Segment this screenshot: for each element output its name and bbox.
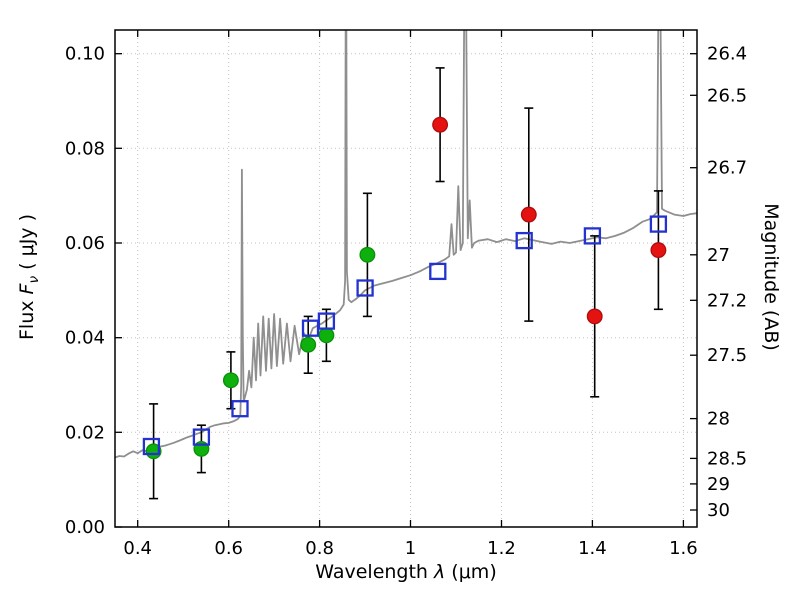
y-right-tick-label: 26.5 bbox=[707, 85, 747, 106]
model-photometry-point bbox=[356, 279, 374, 297]
y-right-tick-label: 30 bbox=[707, 500, 730, 521]
x-tick-label: 1.2 bbox=[487, 538, 516, 559]
x-tick-label: 1 bbox=[405, 538, 416, 559]
observed-photometry-infrared-markers bbox=[432, 116, 667, 325]
observed-photometry-optical-point bbox=[300, 336, 317, 353]
observed-photometry-optical-point bbox=[318, 327, 335, 344]
y-axis-label-left: Flux Fν ( μJy ) bbox=[16, 214, 42, 340]
x-axis-label-text: Wavelength bbox=[315, 561, 435, 583]
model-photometry-point bbox=[429, 262, 447, 281]
observed-photometry-optical-point bbox=[359, 246, 376, 263]
y-left-tick-label: 0.00 bbox=[65, 517, 105, 538]
flux-label-text: Flux bbox=[16, 294, 39, 341]
x-tick-label: 1.4 bbox=[578, 538, 607, 559]
observed-photometry-infrared-point bbox=[432, 116, 449, 133]
model-photometry-point bbox=[142, 437, 161, 456]
magnitude-label-text: Magnitude (AB) bbox=[760, 203, 782, 351]
y-right-tick-label: 28.5 bbox=[707, 448, 747, 469]
y-left-tick-label: 0.06 bbox=[65, 233, 105, 254]
observed-photometry-optical-point bbox=[222, 372, 239, 389]
y-left-tick-label: 0.08 bbox=[65, 138, 105, 159]
gridlines bbox=[115, 30, 697, 528]
model-photometry-markers bbox=[142, 215, 668, 456]
y-right-tick-label: 26.4 bbox=[707, 44, 747, 65]
x-axis-unit: (μm) bbox=[445, 561, 497, 583]
y-right-tick-label: 27.2 bbox=[707, 290, 747, 311]
x-tick-label: 0.4 bbox=[123, 538, 152, 559]
plot-frame bbox=[114, 29, 698, 528]
model-photometry-point bbox=[649, 215, 668, 233]
y-right-tick-label: 26.7 bbox=[707, 158, 747, 179]
x-tick-label: 0.6 bbox=[214, 538, 243, 559]
y-right-tick-label: 29 bbox=[707, 474, 730, 495]
model-photometry-point bbox=[192, 428, 211, 446]
axis-ticks bbox=[115, 30, 697, 528]
y-left-tick-label: 0.10 bbox=[65, 44, 105, 65]
flux-unit: ( μJy ) bbox=[16, 213, 39, 276]
lambda-symbol: λ bbox=[434, 561, 446, 583]
flux-symbol: F bbox=[16, 283, 39, 295]
observed-photometry-infrared-point bbox=[650, 242, 667, 259]
y-right-tick-label: 28 bbox=[707, 409, 730, 430]
y-right-tick-label: 27.5 bbox=[707, 345, 747, 366]
observed-photometry-infrared-point bbox=[586, 308, 603, 325]
y-left-tick-label: 0.02 bbox=[65, 422, 105, 443]
model-photometry-point bbox=[583, 227, 602, 245]
x-axis-label: Wavelength λ (μm) bbox=[315, 561, 496, 583]
observed-photometry-infrared-point bbox=[520, 206, 537, 223]
tick-labels: 0.4 0.6 0.8 1 1.2 1.4 1.6 0.00 0.02 0.04 0.06 0.08 0… bbox=[65, 44, 747, 559]
y-right-tick-label: 27 bbox=[707, 245, 730, 266]
x-tick-label: 1.6 bbox=[669, 538, 698, 559]
y-axis-label-right: Magnitude (AB) bbox=[760, 203, 782, 351]
model-photometry-point bbox=[317, 312, 336, 330]
model-photometry-point bbox=[515, 231, 533, 250]
y-left-tick-label: 0.04 bbox=[65, 328, 105, 349]
nu-subscript: ν bbox=[25, 275, 42, 284]
model-photometry-point bbox=[231, 400, 249, 418]
x-tick-label: 0.8 bbox=[305, 538, 334, 559]
